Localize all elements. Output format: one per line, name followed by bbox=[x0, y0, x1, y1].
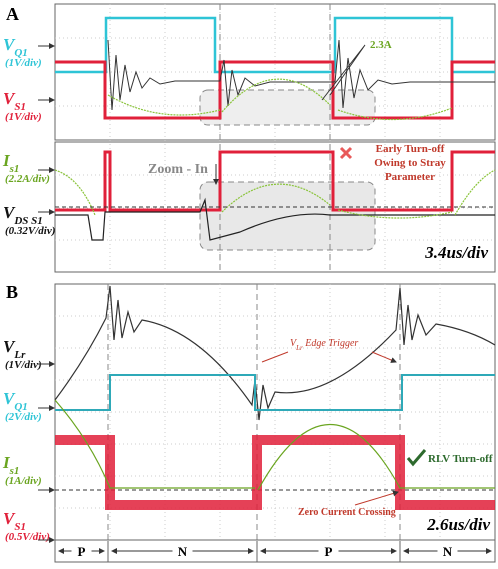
wave-vq1 bbox=[55, 16, 495, 74]
label-main: V bbox=[3, 509, 16, 528]
label-scale: (1V/div) bbox=[5, 359, 42, 371]
text: Edge Trigger bbox=[303, 338, 359, 349]
label-main: V bbox=[3, 203, 16, 222]
annotation: Zero Current Crossing bbox=[298, 507, 396, 518]
label-sub: s1 bbox=[9, 465, 20, 477]
wave-vlr bbox=[107, 39, 495, 111]
scope-grid bbox=[55, 284, 495, 540]
note-line: Parameter bbox=[385, 171, 435, 183]
label-sub: S1 bbox=[14, 101, 26, 113]
mode-divider bbox=[107, 541, 401, 562]
note: Early Turn-off Owing to Stray Parameter bbox=[374, 143, 446, 183]
divider bbox=[219, 4, 331, 272]
signal-label: VQ1 bbox=[3, 35, 28, 59]
label-sub: Lr bbox=[13, 349, 26, 361]
signal-label: VQ1 bbox=[3, 389, 28, 413]
label-main: V bbox=[3, 35, 16, 54]
mode-label: N bbox=[178, 544, 188, 559]
check-icon bbox=[406, 449, 427, 467]
wave-vds bbox=[55, 197, 495, 241]
label-main: I bbox=[2, 453, 11, 472]
label-scale: (1A/div) bbox=[5, 475, 42, 487]
label-scale: (2V/div) bbox=[5, 411, 42, 423]
wave-is1 bbox=[54, 399, 495, 491]
pointer bbox=[321, 44, 366, 101]
label-sub: Q1 bbox=[14, 401, 27, 413]
cross-icon bbox=[339, 146, 353, 160]
label-main: V bbox=[3, 89, 16, 108]
pointer bbox=[261, 351, 396, 362]
wave-vs1 bbox=[55, 60, 495, 120]
zoom-box bbox=[199, 89, 376, 126]
panel-letter: A bbox=[6, 4, 19, 24]
label-scale: (0.5V/div) bbox=[5, 531, 50, 543]
text: V bbox=[290, 338, 298, 349]
label-scale: (0.32V/div) bbox=[5, 225, 55, 237]
pointer bbox=[354, 490, 399, 506]
label-sub: s1 bbox=[9, 163, 20, 175]
wave-vlr bbox=[54, 285, 496, 421]
panel-letter: B bbox=[6, 282, 18, 302]
label-main: V bbox=[3, 389, 16, 408]
label-main: I bbox=[2, 151, 11, 170]
wave-is1 bbox=[107, 78, 453, 121]
wave-vq1 bbox=[55, 374, 495, 411]
mode-label: P bbox=[325, 544, 333, 559]
note-line: Owing to Stray bbox=[374, 157, 446, 169]
text: Lr bbox=[295, 344, 303, 352]
wave-is1 bbox=[54, 169, 496, 219]
mode-label: P bbox=[78, 544, 86, 559]
annotation: RLV Turn-off bbox=[428, 453, 493, 465]
signal-label: VS1 bbox=[3, 89, 26, 113]
timebase: 2.6us/div bbox=[426, 515, 490, 534]
zoom-box bbox=[199, 181, 376, 251]
signal-label: VDS S1 bbox=[3, 203, 43, 227]
label-scale: (2.2A/div) bbox=[5, 173, 50, 185]
signal-label: VLr bbox=[3, 337, 26, 361]
label-sub: DS S1 bbox=[13, 215, 42, 227]
label-scale: (1V/div) bbox=[5, 111, 42, 123]
signal-label: Is1 bbox=[2, 453, 19, 477]
timebase: 3.4us/div bbox=[424, 243, 488, 262]
mode-label: N bbox=[443, 544, 453, 559]
annotation: VLr Edge Trigger bbox=[290, 338, 358, 352]
signal-label: VS1 bbox=[3, 509, 26, 533]
wave-vs1 bbox=[55, 150, 495, 212]
label-sub: Q1 bbox=[14, 47, 27, 59]
label-main: V bbox=[3, 337, 16, 356]
annotation: Zoom - In bbox=[148, 162, 208, 177]
annotation: 2.3A bbox=[370, 39, 392, 51]
label-scale: (1V/div) bbox=[5, 57, 42, 69]
signal-label: Is1 bbox=[2, 151, 19, 175]
note-line: Early Turn-off bbox=[376, 143, 445, 155]
wave-vs1 bbox=[55, 435, 495, 510]
label-sub: S1 bbox=[14, 521, 26, 533]
